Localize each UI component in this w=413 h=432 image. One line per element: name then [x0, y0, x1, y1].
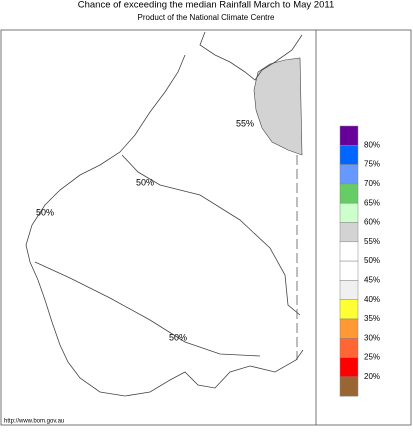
legend-swatch — [339, 299, 359, 320]
legend-swatch — [339, 280, 359, 300]
legend-swatch — [339, 164, 359, 185]
contour-label: 50% — [169, 332, 187, 342]
legend-label: 60% — [364, 218, 380, 227]
shaded-region — [253, 57, 303, 156]
coastline — [25, 31, 304, 397]
legend-label: 80% — [364, 140, 380, 149]
legend-label: 40% — [364, 295, 380, 304]
legend-label: 35% — [364, 314, 380, 323]
contour-line — [34, 261, 261, 357]
contour-label: 55% — [236, 118, 254, 128]
legend-label: 65% — [364, 198, 380, 207]
legend-swatch — [339, 145, 359, 165]
contour-line — [121, 154, 301, 316]
legend-swatch — [339, 183, 359, 204]
legend-label: 45% — [364, 276, 380, 285]
legend-label: 55% — [364, 237, 380, 246]
legend-swatch — [339, 125, 359, 146]
legend-swatch — [339, 260, 359, 281]
legend-swatch — [339, 241, 359, 262]
legend-label: 20% — [364, 372, 380, 381]
subtitle: Product of the National Climate Centre — [138, 13, 276, 22]
legend-swatch — [339, 357, 359, 378]
contour-label: 50% — [136, 177, 154, 187]
legend-swatch — [339, 376, 359, 397]
legend-swatch — [339, 202, 359, 223]
legend-label: 30% — [364, 333, 380, 342]
contour-label: 50% — [36, 207, 54, 217]
legend-label: 70% — [364, 179, 380, 188]
legend-label: 75% — [364, 160, 380, 169]
source-url: http://www.bom.gov.au — [4, 419, 64, 425]
map-frame — [0, 29, 412, 426]
legend-swatch — [339, 222, 359, 243]
legend-swatch — [339, 338, 359, 358]
title: Chance of exceeding the median Rainfall … — [78, 0, 334, 11]
legend-label: 25% — [364, 353, 380, 362]
legend-swatch — [339, 318, 359, 339]
legend-label: 50% — [364, 256, 380, 265]
